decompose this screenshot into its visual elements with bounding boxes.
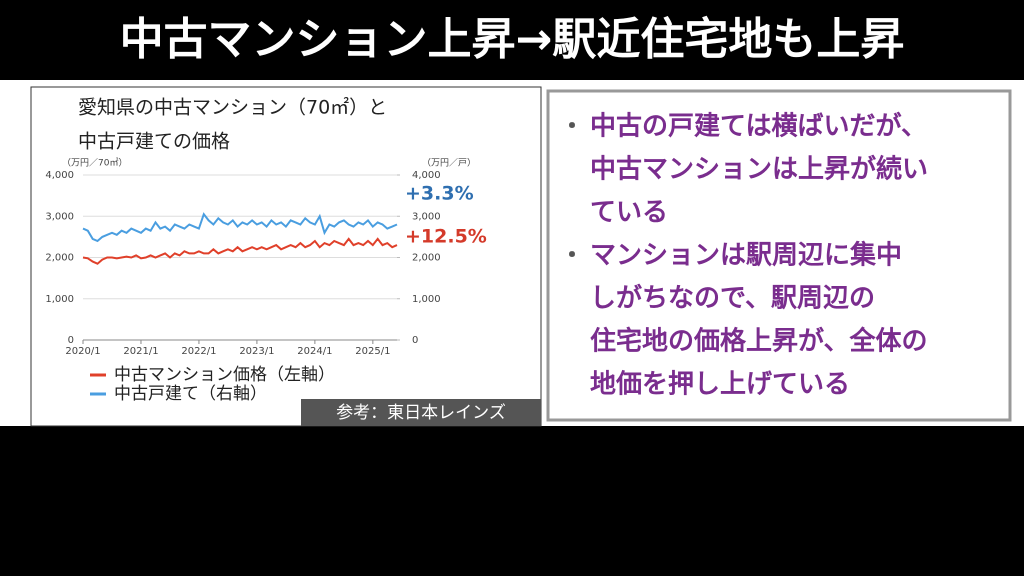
y2-tick-label: 1,000 [412,294,441,305]
x-tick-label: 2023/1 [239,346,274,357]
chart-title: 中古戸建ての価格 [78,131,230,153]
x-tick-label: 2020/1 [65,346,100,357]
bullet-line: 地価を押し上げている [590,370,850,400]
y2-tick-label: 3,000 [412,211,441,222]
y-tick-label: 0 [68,335,74,346]
bullet-line: マンションは駅周辺に集中 [590,240,902,271]
y-axis-label: （万円／70㎡） [62,158,127,169]
annotation: +12.5% [405,226,487,248]
source: 参考：東日本レインズ [336,403,506,423]
x-tick-label: 2022/1 [181,346,216,357]
y2-tick-label: 2,000 [412,253,441,264]
y-tick-label: 4,000 [45,170,74,181]
x-tick-label: 2021/1 [123,346,158,357]
note-box [546,89,1012,422]
title-bar [0,0,1024,80]
bullet-line: ている [590,198,668,228]
y-tick-label: 1,000 [45,294,74,305]
y2-tick-label: 0 [412,335,418,346]
series-line [82,237,398,265]
x-tick-label: 2024/1 [297,346,332,357]
y-tick-label: 2,000 [45,253,74,264]
bullet-line: 中古マンションは上昇が続い [590,154,928,185]
y-tick-label: 3,000 [45,211,74,222]
bullet-line: しがちなので、駅周辺の [590,283,875,314]
x-tick-label: 2025/1 [355,346,390,357]
series-line [82,212,398,243]
bullet-line: 住宅地の価格上昇が、全体の [590,326,927,357]
legend-label: 中古マンション価格（左軸） [114,365,335,385]
chart-title: 愛知県の中古マンション（70㎡）と [78,96,387,119]
legend-label: 中古戸建て（右軸） [114,384,267,404]
y2-axis-label: （万円／戸） [422,158,476,169]
y2-tick-label: 4,000 [412,170,441,181]
annotation: +3.3% [405,183,474,205]
bullet-mark: ・ [560,241,584,269]
source-bg [301,399,541,426]
bullet-line: 中古の戸建ては横ばいだが、 [590,111,927,142]
chart-frame [30,86,542,427]
bullet-mark: ・ [560,112,584,140]
slide-title: 中古マンション上昇→駅近住宅地も上昇 [120,14,905,65]
